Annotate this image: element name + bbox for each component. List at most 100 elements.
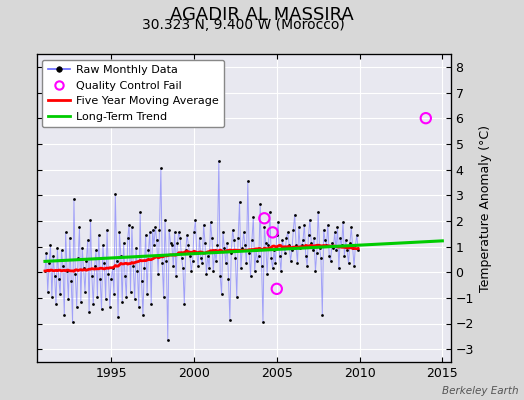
Point bbox=[351, 242, 359, 248]
Point bbox=[290, 211, 299, 218]
Point bbox=[85, 309, 93, 315]
Point bbox=[353, 232, 361, 238]
Point bbox=[246, 273, 255, 279]
Point bbox=[72, 304, 81, 310]
Point bbox=[316, 255, 325, 261]
Point bbox=[272, 286, 281, 292]
Point bbox=[157, 165, 165, 172]
Point bbox=[161, 216, 169, 223]
Point bbox=[68, 319, 77, 326]
Point bbox=[82, 258, 91, 264]
Point bbox=[150, 242, 158, 248]
Point bbox=[248, 237, 256, 243]
Point bbox=[288, 247, 296, 254]
Point bbox=[314, 209, 322, 215]
Point bbox=[282, 234, 291, 241]
Point bbox=[310, 234, 318, 241]
Point bbox=[237, 265, 245, 272]
Point bbox=[46, 242, 54, 248]
Point bbox=[302, 252, 310, 259]
Point bbox=[166, 240, 174, 246]
Point bbox=[111, 191, 119, 197]
Point bbox=[321, 237, 329, 243]
Point bbox=[211, 247, 219, 254]
Point bbox=[285, 242, 293, 248]
Point bbox=[313, 250, 321, 256]
Point bbox=[137, 278, 146, 284]
Point bbox=[235, 198, 244, 205]
Point bbox=[129, 263, 137, 269]
Point bbox=[215, 158, 223, 164]
Point bbox=[113, 258, 121, 264]
Point bbox=[110, 291, 118, 297]
Point bbox=[179, 265, 187, 272]
Point bbox=[220, 245, 228, 251]
Point bbox=[49, 252, 58, 259]
Point bbox=[228, 227, 237, 233]
Point bbox=[185, 252, 194, 259]
Point bbox=[249, 214, 257, 220]
Point bbox=[344, 260, 353, 266]
Point bbox=[170, 229, 179, 236]
Point bbox=[200, 222, 208, 228]
Point bbox=[94, 232, 103, 238]
Point bbox=[143, 291, 151, 297]
Point bbox=[100, 260, 108, 266]
Point bbox=[106, 304, 114, 310]
Point bbox=[118, 298, 126, 305]
Point bbox=[252, 247, 260, 254]
Point bbox=[241, 242, 249, 248]
Point bbox=[275, 252, 283, 259]
Point bbox=[191, 216, 200, 223]
Point bbox=[102, 296, 110, 302]
Point bbox=[96, 276, 104, 282]
Point bbox=[71, 270, 80, 277]
Point bbox=[119, 240, 128, 246]
Point bbox=[326, 258, 335, 264]
Point bbox=[151, 224, 159, 230]
Point bbox=[74, 255, 82, 261]
Point bbox=[133, 268, 141, 274]
Point bbox=[70, 196, 78, 202]
Point bbox=[298, 242, 306, 248]
Point bbox=[173, 240, 182, 246]
Point bbox=[184, 242, 193, 248]
Point bbox=[231, 255, 239, 261]
Point bbox=[234, 234, 242, 241]
Point bbox=[332, 247, 340, 254]
Point bbox=[52, 301, 60, 308]
Point bbox=[260, 215, 269, 222]
Point bbox=[146, 229, 154, 236]
Point bbox=[216, 273, 224, 279]
Point bbox=[43, 288, 52, 295]
Point bbox=[348, 245, 357, 251]
Point bbox=[177, 255, 185, 261]
Point bbox=[198, 260, 206, 266]
Point bbox=[136, 209, 144, 215]
Point bbox=[299, 237, 307, 243]
Point bbox=[208, 234, 216, 241]
Point bbox=[201, 240, 209, 246]
Point bbox=[287, 258, 295, 264]
Point bbox=[259, 319, 267, 326]
Point bbox=[169, 263, 178, 269]
Point bbox=[217, 291, 226, 297]
Point bbox=[154, 270, 162, 277]
Point bbox=[181, 247, 190, 254]
Point bbox=[315, 245, 324, 251]
Point bbox=[296, 245, 304, 251]
Point bbox=[59, 263, 67, 269]
Point bbox=[132, 245, 140, 251]
Point bbox=[271, 260, 280, 266]
Text: Berkeley Earth: Berkeley Earth bbox=[442, 386, 519, 396]
Point bbox=[292, 242, 300, 248]
Point bbox=[339, 219, 347, 226]
Point bbox=[239, 229, 248, 236]
Point bbox=[159, 294, 168, 300]
Point bbox=[140, 265, 148, 272]
Point bbox=[57, 247, 66, 254]
Point bbox=[335, 265, 343, 272]
Point bbox=[274, 219, 282, 226]
Point bbox=[244, 178, 252, 184]
Point bbox=[126, 288, 135, 295]
